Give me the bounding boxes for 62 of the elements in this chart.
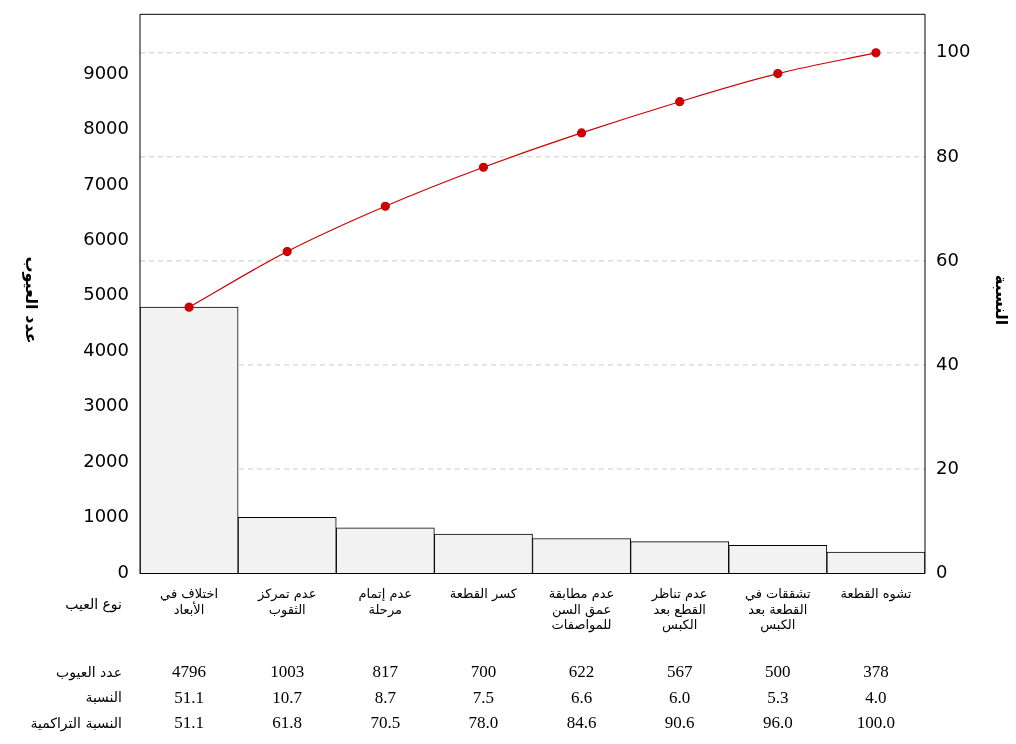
x-tick-label: عدم إتمام مرحلة: [358, 586, 413, 618]
y-tick-label: 0: [117, 560, 129, 582]
y-tick-label: 5000: [83, 283, 129, 305]
x-axis-title: نوع العيب: [65, 595, 122, 613]
text: النسبة التراكمية: [30, 714, 122, 732]
text: 7.5: [472, 687, 495, 707]
text: 10.7: [272, 687, 303, 707]
text: النسبة: [85, 689, 122, 706]
text: 84.6: [566, 713, 597, 733]
text: 378: [863, 662, 889, 682]
point: [282, 246, 292, 257]
point: [675, 97, 685, 107]
y2-tick-label: 80: [936, 144, 959, 166]
text: 51.1: [174, 687, 204, 707]
text: 6.6: [570, 687, 593, 707]
text: 622: [568, 662, 595, 682]
text: 1003: [270, 662, 305, 682]
text: 78.0: [468, 713, 499, 733]
y2-tick-label: 20: [936, 456, 959, 478]
text: 61.8: [272, 713, 303, 733]
y2-tick-label: 100: [936, 40, 971, 62]
text: عدد العيوب: [56, 663, 122, 681]
text: 5.3: [767, 687, 789, 707]
x-tick-label: كسر القطعة: [449, 586, 518, 603]
text: 100.0: [856, 713, 896, 733]
point: [773, 69, 783, 79]
text: 90.6: [664, 713, 695, 733]
x-tick-label: عدم تمركز الثقوب: [256, 586, 317, 618]
point: [380, 201, 390, 211]
y-tick-label: 2000: [83, 449, 129, 471]
text: 500: [765, 662, 791, 682]
text: 70.5: [370, 713, 401, 733]
text: 700: [470, 662, 497, 682]
point: [478, 162, 489, 172]
y-tick-label: 1000: [83, 505, 129, 527]
y-axis-title: عدد العيوب: [21, 256, 41, 344]
y2-tick-label: 40: [936, 352, 959, 374]
x-tick-label: تشوه القطعة: [840, 586, 912, 603]
y-tick-label: 6000: [83, 228, 129, 250]
y2-axis-title: النسبة: [991, 274, 1011, 326]
text: 6.0: [669, 687, 691, 707]
text: 96.0: [762, 713, 793, 733]
y2-tick-label: 0: [936, 560, 948, 582]
x-tick-label: تشققات في القطعة بعد الكبس: [744, 586, 812, 634]
x-tick-label: عدم مطابقة عمق السن للمواصفات: [548, 586, 615, 634]
y-tick-label: 8000: [83, 117, 129, 139]
x-tick-label: عدم تناظر القطع بعد الكبس: [650, 586, 708, 634]
point: [184, 302, 194, 312]
y-tick-label: 7000: [83, 172, 129, 194]
point: [576, 128, 587, 138]
point: [871, 48, 881, 58]
y-tick-label: 4000: [83, 338, 129, 360]
y-tick-label: 9000: [83, 61, 129, 83]
y-tick-label: 3000: [83, 394, 129, 416]
x-tick-label: اختلاف في الأبعاد: [160, 586, 219, 617]
text: 567: [666, 662, 693, 682]
text: 817: [372, 662, 399, 682]
text: 8.7: [374, 687, 397, 707]
text: 4796: [172, 662, 207, 682]
text: 4.0: [865, 687, 887, 707]
text: 51.1: [174, 713, 204, 733]
y2-tick-label: 60: [936, 248, 959, 270]
